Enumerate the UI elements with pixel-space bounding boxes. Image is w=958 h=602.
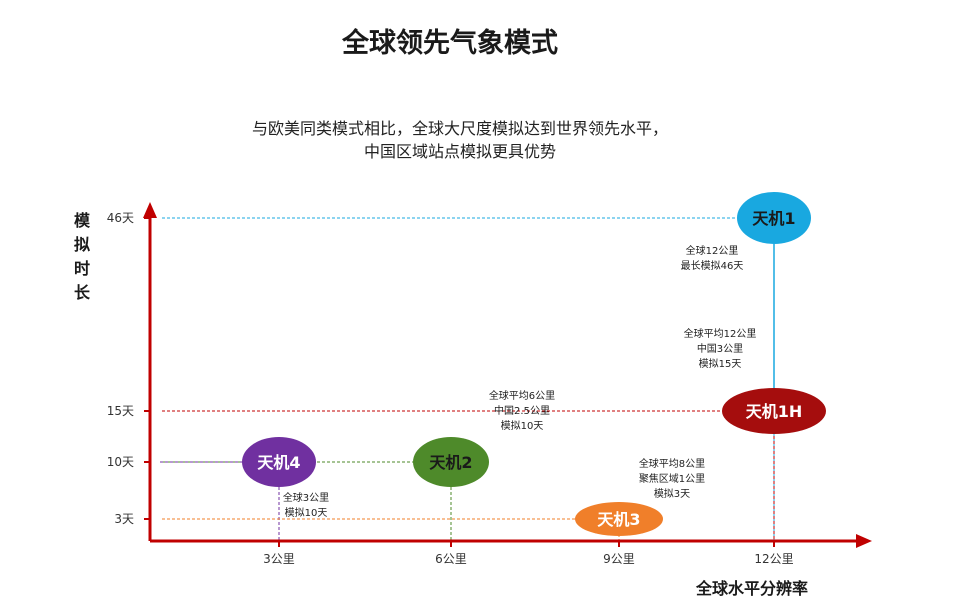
bubble-point — [722, 388, 826, 434]
y-axis-arrow — [143, 202, 157, 218]
chart-subtitle-line-1: 与欧美同类模式相比，全球大尺度模拟达到世界领先水平， — [252, 119, 668, 138]
y-axis-title-char: 时 — [74, 259, 90, 278]
x-axis-arrow — [856, 534, 872, 548]
bubble-point — [242, 437, 316, 487]
bubble-label: 天机3 — [597, 510, 640, 529]
bubble-note-line: 最长模拟46天 — [681, 259, 744, 272]
bubble-note-line: 全球平均6公里 — [489, 389, 555, 402]
y-axis-title-char: 拟 — [74, 235, 90, 254]
bubble-label: 天机1H — [746, 402, 803, 421]
x-axis-title: 全球水平分辨率 — [695, 579, 808, 598]
bubble-note-line: 模拟3天 — [654, 487, 690, 500]
bubble-note-line: 全球平均8公里 — [639, 457, 705, 470]
x-tick-label: 9公里 — [603, 552, 635, 566]
bubble-note-line: 全球3公里 — [283, 491, 329, 504]
y-tick-label: 46天 — [107, 211, 134, 225]
y-tick-label: 15天 — [107, 404, 134, 418]
bubble-point — [575, 502, 663, 536]
bubble-label: 天机1 — [752, 209, 795, 228]
bubble-label: 天机4 — [257, 453, 300, 472]
x-tick-label: 12公里 — [754, 552, 793, 566]
chart-title: 全球领先气象模式 — [341, 27, 558, 59]
y-axis-title-char: 模 — [74, 211, 91, 230]
bubble-note-line: 模拟10天 — [501, 419, 544, 432]
bubble-note-line: 聚焦区域1公里 — [639, 472, 705, 485]
x-tick-label: 6公里 — [435, 552, 467, 566]
bubble-note-line: 全球平均12公里 — [684, 327, 757, 340]
bubble-note-line: 模拟10天 — [285, 506, 328, 519]
bubble-point — [413, 437, 489, 487]
y-tick-label: 10天 — [107, 455, 134, 469]
y-tick-label: 3天 — [114, 512, 134, 526]
chart-subtitle-line-2: 中国区域站点模拟更具优势 — [364, 142, 556, 161]
bubble-note-line: 中国3公里 — [697, 342, 743, 355]
bubble-point — [737, 192, 811, 244]
bubble-note-line: 模拟15天 — [699, 357, 742, 370]
bubble-label: 天机2 — [429, 453, 472, 472]
y-axis-title-char: 长 — [74, 283, 91, 302]
bubble-note-line: 中国2.5公里 — [494, 404, 550, 417]
x-tick-label: 3公里 — [263, 552, 295, 566]
bubble-note-line: 全球12公里 — [686, 244, 739, 257]
